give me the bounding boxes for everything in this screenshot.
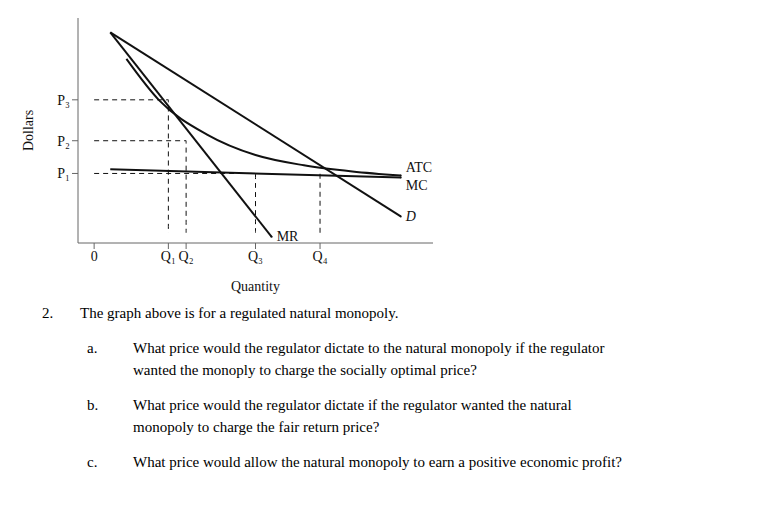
svg-text:ATC: ATC xyxy=(406,160,432,175)
svg-text:P₂: P₂ xyxy=(57,134,70,149)
svg-text:Q₃: Q₃ xyxy=(248,249,263,264)
svg-text:P₃: P₃ xyxy=(57,93,70,108)
html-text:b.: b. xyxy=(87,396,99,413)
svg-text:Quantity: Quantity xyxy=(231,279,280,294)
html-text:What price would the regulator: What price would the regulator dictate i… xyxy=(133,396,572,435)
svg-text:Q₄: Q₄ xyxy=(313,249,328,264)
html-text:The graph above is for a regul: The graph above is for a regulated natur… xyxy=(80,305,399,321)
html-text:What price would allow the nat: What price would allow the natural monop… xyxy=(133,453,622,470)
html-text:c.: c. xyxy=(87,453,98,470)
svg-text:P₁: P₁ xyxy=(57,166,70,181)
html-text:a.: a. xyxy=(87,339,98,356)
svg-text:0: 0 xyxy=(91,249,98,264)
svg-text:Dollars: Dollars xyxy=(21,110,36,151)
svg-text:MR: MR xyxy=(277,229,299,244)
svg-text:Q₂: Q₂ xyxy=(179,249,194,264)
html-text:What price would the regulator: What price would the regulator dictate t… xyxy=(133,339,605,378)
html-text:2.: 2. xyxy=(42,305,54,321)
svg-text:MC: MC xyxy=(406,178,428,193)
svg-text:Q₁: Q₁ xyxy=(161,249,176,264)
svg-text:D: D xyxy=(405,209,416,224)
